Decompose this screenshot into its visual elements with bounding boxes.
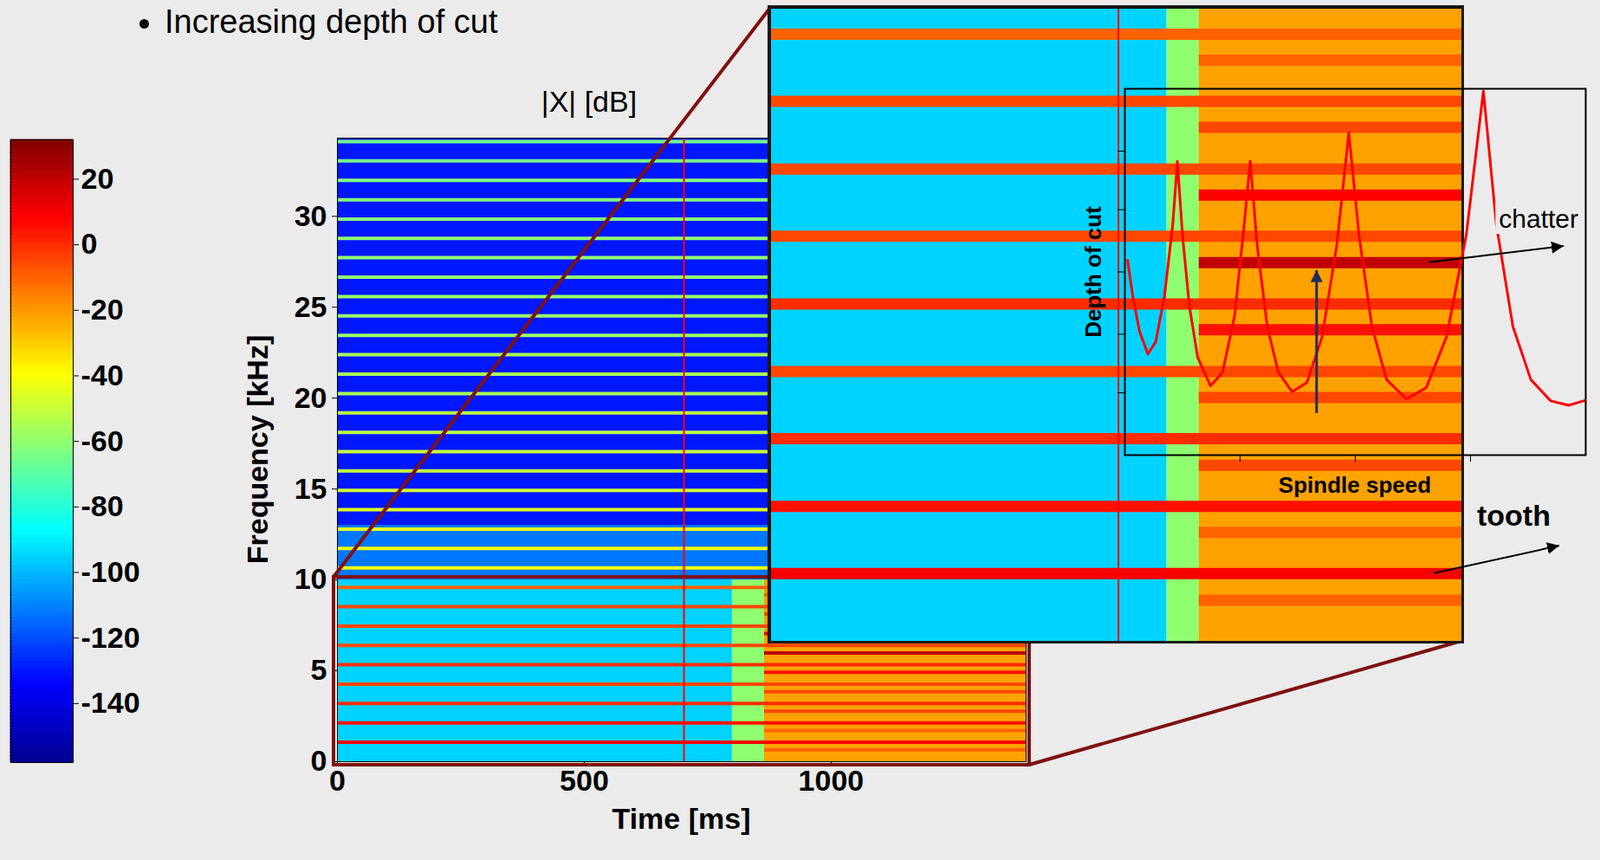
svg-text:-40: -40	[81, 358, 124, 392]
html-text:Time [ms]: Time [ms]	[612, 802, 751, 836]
svg-text:15: 15	[294, 472, 328, 506]
svg-text:tooth: tooth	[1476, 498, 1551, 532]
html-text:Spindle speed: Spindle speed	[1278, 472, 1432, 499]
svg-text:1000: 1000	[798, 764, 865, 797]
svg-text:-80: -80	[81, 489, 124, 523]
svg-text:-120: -120	[81, 621, 141, 655]
svg-text:-140: -140	[81, 686, 141, 720]
html-text:Depth of cut: Depth of cut	[1080, 205, 1107, 338]
svg-text:chatter: chatter	[1498, 204, 1579, 234]
svg-text:20: 20	[294, 381, 328, 415]
svg-text:0: 0	[310, 744, 328, 778]
svg-text:25: 25	[294, 290, 328, 324]
svg-text:5: 5	[310, 653, 328, 687]
html-text:Increasing depth of cut: Increasing depth of cut	[164, 3, 498, 40]
svg-text:-100: -100	[81, 555, 141, 589]
svg-text:20: 20	[81, 161, 115, 195]
svg-text:-20: -20	[81, 292, 124, 326]
svg-text:-60: -60	[81, 424, 124, 458]
svg-text:10: 10	[294, 562, 328, 596]
svg-text:30: 30	[294, 199, 328, 233]
html-text:|X| [dB]: |X| [dB]	[541, 84, 637, 118]
svg-text:0: 0	[329, 764, 346, 797]
svg-text:500: 500	[559, 764, 609, 797]
svg-text:0: 0	[81, 226, 98, 260]
html-text:Frequency [kHz]: Frequency [kHz]	[240, 335, 274, 565]
